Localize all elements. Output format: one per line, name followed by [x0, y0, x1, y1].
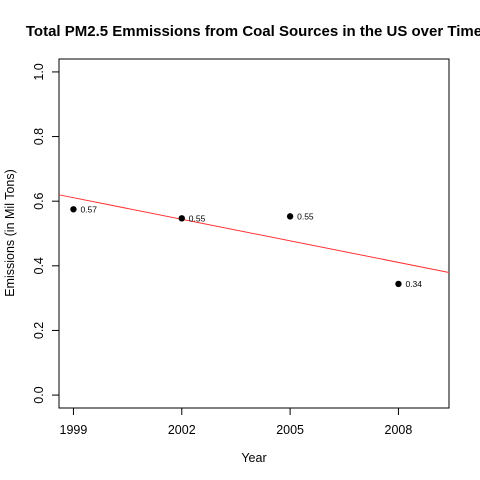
y-tick-label: 0.8 [32, 128, 46, 145]
data-point [178, 215, 185, 222]
data-point [395, 280, 402, 288]
x-tick-label: 1999 [60, 423, 88, 437]
data-label: 0.55 [297, 211, 314, 221]
x-tick-label: 2008 [385, 423, 413, 437]
x-tick-label: 2005 [276, 423, 304, 437]
data-point [70, 206, 77, 213]
trend-line-group [58, 194, 450, 273]
trend-line [58, 194, 450, 273]
y-axis: 0.0 0.2 0.4 0.6 0.8 1.0 [32, 63, 60, 404]
chart-title: Total PM2.5 Emmissions from Coal Sources… [26, 23, 480, 40]
data-points: 0.57 0.55 0.55 0.34 [70, 204, 422, 289]
x-tick-label: 2002 [168, 423, 196, 437]
data-label: 0.57 [80, 204, 97, 214]
x-axis-label: Year [241, 451, 266, 465]
x-axis: 1999 2002 2005 2008 [60, 407, 413, 437]
y-tick-label: 0.4 [32, 257, 46, 274]
y-tick-label: 0.2 [32, 322, 46, 339]
y-axis-label: Emissions (in Mil Tons) [3, 169, 17, 297]
y-tick-label: 0.6 [32, 192, 46, 209]
data-label: 0.55 [189, 213, 206, 223]
y-tick-label: 1.0 [32, 63, 46, 80]
data-label: 0.34 [405, 279, 422, 289]
y-tick-label: 0.0 [32, 386, 46, 403]
data-point [286, 213, 294, 220]
